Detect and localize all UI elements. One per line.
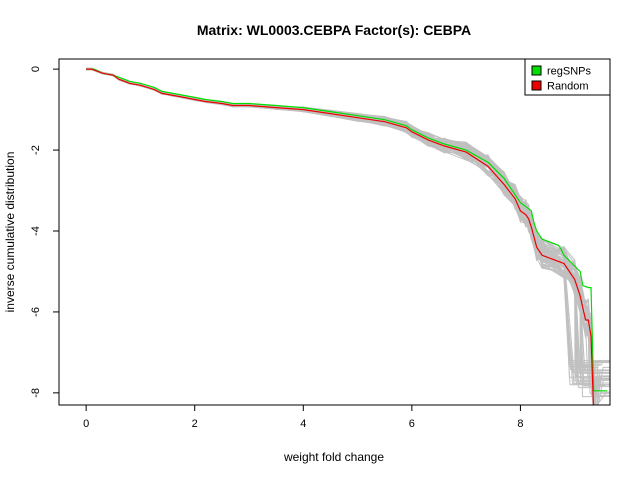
y-tick-label: -6 bbox=[30, 307, 42, 317]
x-tick-label: 0 bbox=[83, 418, 89, 430]
x-tick-label: 4 bbox=[300, 418, 306, 430]
y-tick-label: -8 bbox=[30, 388, 42, 398]
x-axis-label: weight fold change bbox=[283, 450, 384, 464]
random-background-series bbox=[85, 67, 610, 405]
y-axis-label: inverse cumulative distribution bbox=[3, 152, 17, 313]
highlighted-series bbox=[86, 68, 608, 405]
legend-swatch-random bbox=[531, 80, 542, 91]
series-line-regsnps bbox=[86, 68, 608, 392]
legend-label-regsnps: regSNPs bbox=[547, 66, 592, 78]
x-tick-label: 2 bbox=[192, 418, 198, 430]
chart-title: Matrix: WL0003.CEBPA Factor(s): CEBPA bbox=[197, 22, 471, 38]
y-tick-label: -2 bbox=[30, 145, 42, 155]
legend: regSNPs Random bbox=[524, 58, 611, 96]
y-tick-label: -4 bbox=[30, 226, 42, 236]
y-tick-label: 0 bbox=[30, 66, 42, 72]
legend-label-random: Random bbox=[547, 81, 589, 93]
y-axis: 0 -2 -4 -6 -8 bbox=[30, 66, 60, 398]
series-line-random bbox=[86, 68, 595, 405]
x-tick-label: 6 bbox=[409, 418, 415, 430]
x-tick-label: 8 bbox=[517, 418, 523, 430]
x-axis: 0 2 4 6 8 bbox=[83, 404, 523, 430]
legend-swatch-regsnps bbox=[531, 65, 542, 76]
